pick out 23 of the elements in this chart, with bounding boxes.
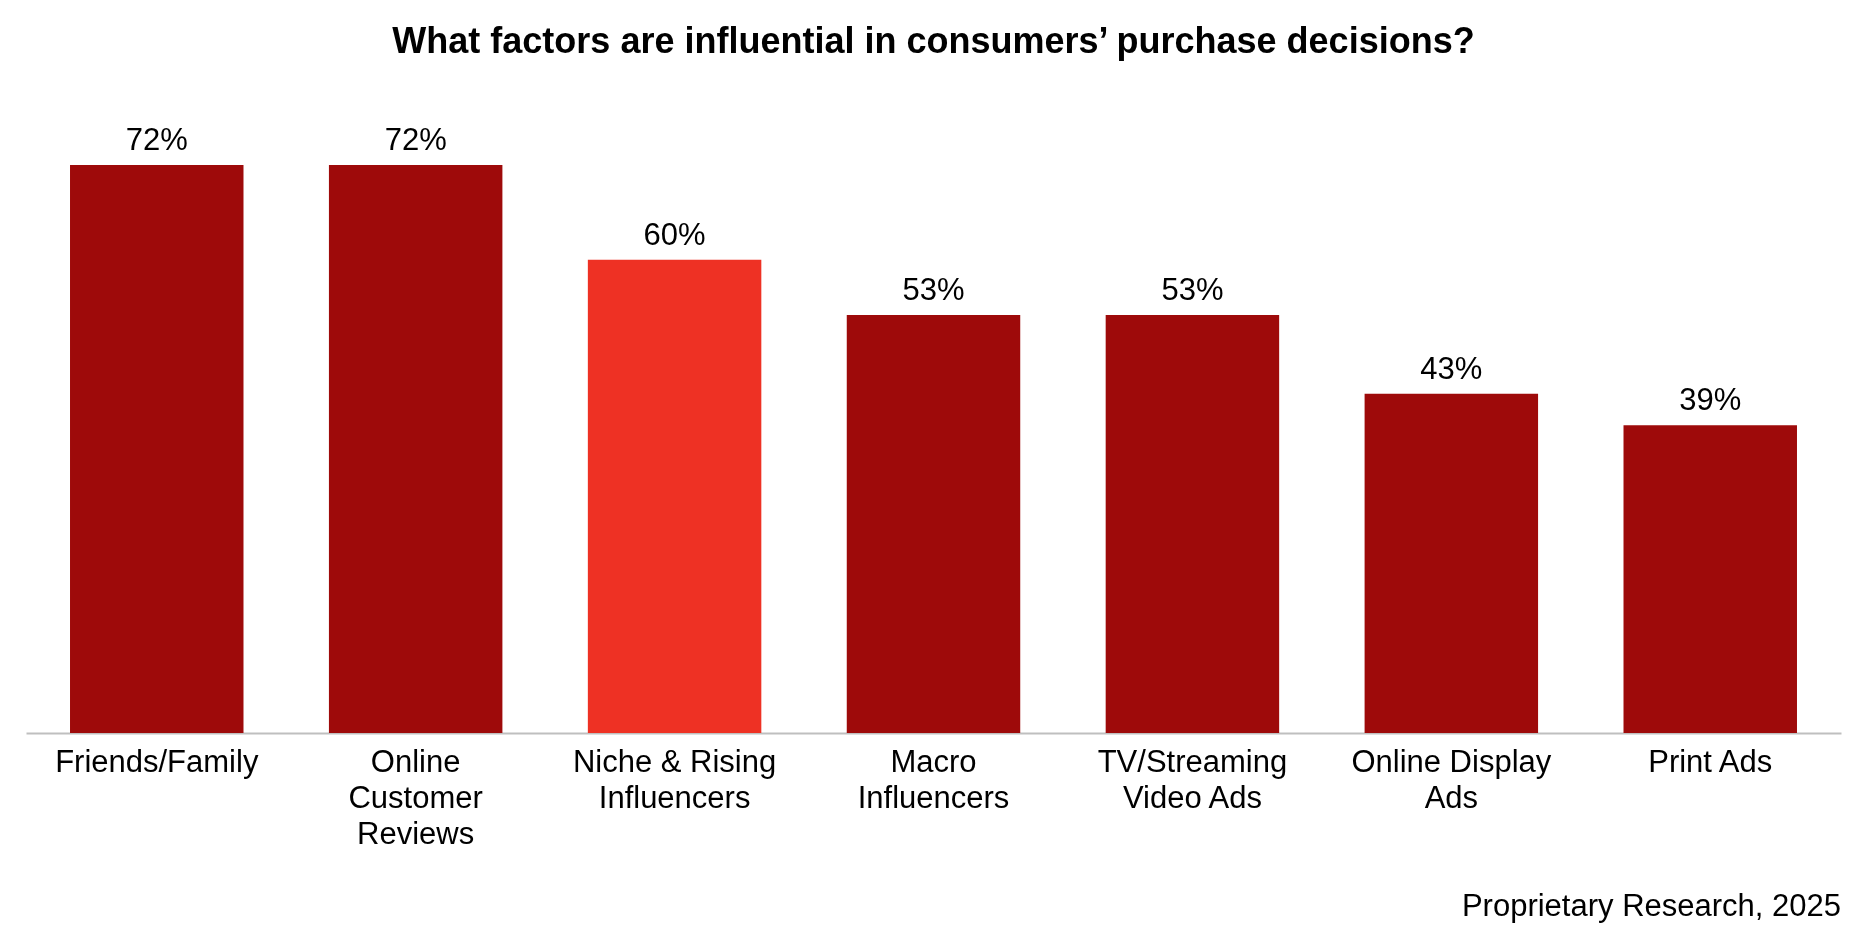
data-label: 72% xyxy=(384,122,447,157)
bar xyxy=(587,259,762,733)
bar xyxy=(1105,314,1280,733)
bar xyxy=(328,165,503,733)
data-label: 43% xyxy=(1420,350,1483,386)
bar xyxy=(1623,425,1797,733)
data-label: 53% xyxy=(902,271,965,307)
data-label: 72% xyxy=(125,122,188,157)
bar xyxy=(846,314,1021,733)
x-tick-label: Niche & Rising Influencers xyxy=(572,743,777,815)
x-tick-label: Friends/Family xyxy=(55,743,259,779)
text: Proprietary Research, 2025 xyxy=(1461,888,1841,923)
bar xyxy=(70,165,244,733)
x-tick-label: Print Ads xyxy=(1648,743,1773,779)
data-label: 39% xyxy=(1679,382,1742,418)
data-label: 60% xyxy=(643,216,706,252)
x-tick-label: Online Customer Reviews xyxy=(348,743,483,851)
data-label: 53% xyxy=(1161,271,1224,307)
bar xyxy=(1364,393,1539,733)
chart-title: What factors are influential in consumers’ purchase decisions? xyxy=(392,20,1475,61)
x-tick-label: Online Display Ads xyxy=(1351,743,1552,815)
x-tick-label: Macro Influencers xyxy=(857,743,1010,815)
x-tick-label: TV/Streaming Video Ads xyxy=(1097,743,1288,815)
